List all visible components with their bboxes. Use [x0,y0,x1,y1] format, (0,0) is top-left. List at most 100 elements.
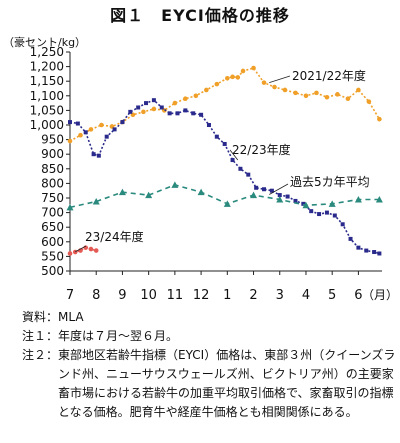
data-point [348,236,353,241]
data-point [354,195,362,203]
data-point [324,94,330,100]
x-tick-label: 8 [92,288,100,303]
eyci-line-chart: 5005506006507007508008509009501,0001,050… [30,45,398,303]
y-tick-label: 700 [41,206,64,220]
data-point [175,111,180,116]
y-tick-label: 1,200 [30,60,64,74]
data-point [96,153,101,158]
note-key: 資料： [22,310,59,324]
data-point [91,152,96,157]
x-tick-label: 5 [328,288,336,303]
series-label: 2021/22年度 [292,68,366,83]
data-point [314,90,319,96]
series-label: 23/24年度 [85,229,144,244]
data-point [151,98,156,103]
data-point [141,109,146,115]
data-point [332,213,337,218]
x-tick-label: 4 [302,288,310,303]
x-tick-label: 11 [167,288,184,303]
y-tick-label: 950 [41,133,64,147]
data-point [193,93,199,99]
data-point [120,120,125,125]
y-tick-label: 1,100 [30,89,64,103]
data-point [88,246,94,252]
data-point [356,245,361,250]
data-point [75,121,80,126]
data-point [309,209,314,214]
data-point [235,75,241,80]
data-point [151,106,157,112]
x-tick-label: 2 [249,288,257,303]
data-point [67,251,73,256]
data-point [104,134,109,139]
y-tick-label: 900 [41,147,64,161]
x-axis-label: （月） [362,288,398,302]
data-point [214,81,220,87]
y-tick-label: 1,050 [30,103,64,117]
data-point [364,248,369,253]
data-point [269,188,274,193]
data-point [240,68,246,74]
data-point [293,90,298,96]
series-label: 過去5カ年平均 [290,175,370,189]
x-tick-label: 7 [66,288,74,303]
data-point [83,130,88,135]
note-text: 東部地区若齢牛指標（EYCI）価格は、東部３州（クイーンズランド州、ニューサウス… [58,348,396,419]
data-point [324,210,329,215]
y-tick-label: 1,000 [30,118,64,132]
data-point [183,108,188,113]
series-label-leader [75,245,87,253]
data-point [301,201,306,206]
data-point [377,251,382,256]
x-tick-label: 10 [140,288,157,303]
data-point [366,99,372,104]
data-point [282,87,288,93]
data-point [171,181,179,188]
notes-block: 資料： MLA 注１： 年度は７月～翌６月。 注２： 東部地区若齢牛指標（EYC… [22,308,396,422]
data-point [78,132,83,138]
data-point [72,249,78,255]
y-tick-label: 850 [41,162,64,176]
data-point [335,92,340,97]
data-point [285,194,290,199]
data-point [128,109,133,114]
note-text: MLA [58,310,84,324]
data-point [372,250,377,255]
data-point [230,158,235,163]
x-tick-label: 3 [276,288,284,303]
data-point [254,185,259,190]
data-point [167,111,172,116]
series-3 [67,245,99,256]
y-tick-label: 650 [41,220,64,234]
data-point [93,248,99,253]
chart-title: 図１ EYCI価格の推移 [110,6,290,25]
data-point [317,212,322,217]
data-point [225,75,230,81]
data-point [250,191,258,199]
data-point [293,198,298,203]
data-point [238,166,243,171]
data-point [183,96,188,102]
note-key: 注１： [22,329,59,343]
series-label-leader [269,183,289,195]
data-point [377,116,382,122]
series-1 [68,98,382,256]
data-point [261,80,267,85]
note-text: 年度は７月～翌６月。 [58,329,179,343]
x-tick-label: 6 [354,288,362,303]
data-point [66,203,74,211]
data-point [112,127,117,132]
data-point [340,222,345,227]
data-point [144,101,149,106]
note-2: 注２： 東部地区若齢牛指標（EYCI）価格は、東部３州（クイーンズランド州、ニュ… [22,346,396,422]
data-point [92,198,100,205]
data-point [68,120,72,125]
data-point [206,123,211,127]
x-tick-label: 1 [223,288,231,303]
data-point [251,65,256,71]
y-tick-label: 550 [41,249,64,263]
data-point [277,193,282,198]
series-label-leader [229,149,239,161]
x-tick-label: 9 [118,288,126,303]
data-point [67,138,73,144]
